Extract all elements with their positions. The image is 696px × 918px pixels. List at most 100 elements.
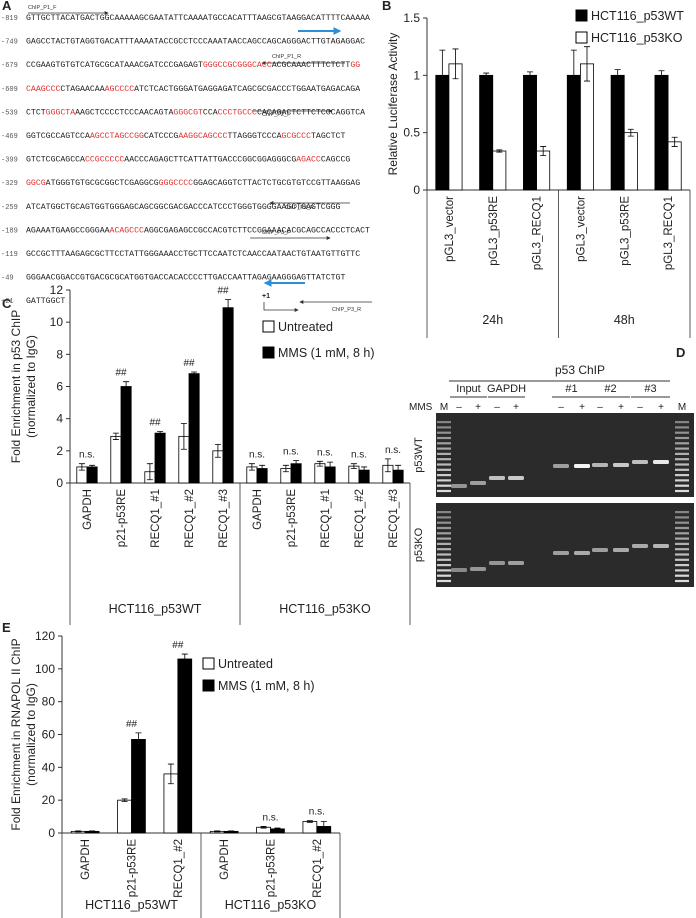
ladder-band	[675, 542, 689, 545]
significance-label: n.s.	[309, 807, 325, 818]
gel-band	[632, 460, 648, 464]
bar	[188, 373, 200, 484]
sequence-segment: CCA	[203, 108, 218, 117]
gel-row-label: p53WT	[413, 437, 425, 473]
sequence-segment: ACAGCCC	[110, 226, 144, 235]
sequence-position: -679	[1, 62, 18, 70]
error-bar	[135, 732, 142, 747]
primer-label: ChIP_P1_F	[28, 5, 57, 11]
y-tick-label: 10	[50, 315, 64, 329]
error-bar	[671, 136, 678, 147]
error-bar	[123, 381, 130, 392]
sequence-segment: TTAGGGTCCCA	[227, 132, 281, 141]
error-bar	[327, 461, 334, 473]
x-tick-label: GAPDH	[80, 839, 92, 880]
gel-band	[451, 484, 467, 488]
sequence-segment: GTTGCTTACATGACTGGCAAAAAGCGAATATTCAAAATGC…	[26, 14, 370, 23]
bar	[131, 739, 146, 834]
significance-label: n.s.	[385, 445, 401, 456]
ladder-band	[675, 532, 689, 535]
ladder-band	[437, 511, 451, 514]
group-label: HCT116_p53WT	[85, 898, 178, 912]
sequence-segment: CATCCCG	[144, 132, 178, 141]
error-bar	[259, 464, 266, 473]
sequence-position: -49	[1, 275, 14, 283]
sequence-segment: CAAGCCC	[26, 85, 60, 94]
lane-label: GAPDH	[487, 383, 526, 395]
legend-label: Untreated	[218, 657, 273, 671]
y-tick-label: 0	[413, 183, 420, 197]
bar	[523, 74, 537, 191]
x-tick-label: RECQ1_#2	[184, 489, 196, 548]
ladder-band	[675, 558, 689, 561]
significance-label: n.s.	[351, 450, 367, 461]
legend-swatch	[262, 320, 275, 333]
sequence-segment: GGCG	[26, 179, 46, 188]
error-bar	[157, 431, 164, 436]
ladder-band	[675, 474, 689, 477]
sequence-position: -749	[1, 39, 18, 47]
sequence-position: -539	[1, 109, 18, 117]
ladder-band	[437, 537, 451, 540]
ladder-band	[437, 569, 451, 572]
significance-label: n.s.	[317, 447, 333, 458]
sequence-segment: CTCT	[26, 108, 46, 117]
y-tick-label: 1	[413, 68, 420, 82]
sequence-position: -259	[1, 204, 18, 212]
y-tick-label: 0.5	[403, 126, 420, 140]
sequence-segment: GGGCGT	[173, 108, 203, 117]
error-bar	[583, 46, 590, 82]
panel-label: B	[382, 0, 391, 13]
marker-label: M	[440, 402, 448, 413]
gel-band	[653, 544, 669, 548]
y-tick-label: 100	[35, 662, 55, 676]
error-bar	[228, 830, 235, 833]
error-bar	[181, 653, 188, 665]
x-tick-label: RECQ1_#2	[173, 839, 185, 898]
bar	[536, 150, 551, 191]
ladder-band	[437, 426, 451, 429]
significance-label: ##	[217, 286, 229, 297]
x-tick-label: GAPDH	[82, 489, 94, 530]
y-tick-label: 120	[35, 629, 55, 643]
sequence-segment: ATCATGGCTGCAGTGGTGGGAGCAGCGGCGACGACCCATC…	[26, 203, 341, 212]
ladder-band	[675, 426, 689, 429]
error-bar	[146, 463, 153, 481]
tss-label: +1	[262, 293, 270, 300]
ladder-band	[437, 579, 451, 583]
sequence-segment: AGGCGAGAGCCGCCACGTCTTCCGGAAACACGCAGCCACC…	[144, 226, 370, 235]
ladder-band	[437, 463, 451, 466]
error-bar	[316, 460, 323, 467]
gel-band	[489, 476, 505, 480]
sequence-line: GTTGCTTACATGACTGGCAAAAAGCGAATATTCAAAATGC…	[26, 14, 370, 23]
error-bar	[78, 463, 85, 471]
error-bar	[191, 371, 198, 376]
significance-label: ##	[126, 719, 138, 730]
treatment-sign: +	[475, 402, 481, 413]
ladder-band	[675, 452, 689, 455]
error-bar	[293, 460, 300, 468]
sequence-segment: GGAGCAGGTCTTACTCTGCGTGTCCGTTAAGGAG	[193, 179, 360, 188]
panel-label: A	[2, 0, 12, 13]
ladder-band	[675, 564, 689, 567]
ladder-band	[437, 431, 451, 434]
ladder-band	[437, 458, 451, 461]
lane-label: Input	[456, 383, 480, 395]
ladder-band	[437, 468, 451, 471]
x-tick-label: RECQ1_#2	[354, 489, 366, 548]
significance-label: ##	[149, 418, 161, 429]
legend-label: MMS (1 mM, 8 h)	[218, 679, 315, 693]
tss-arrow	[263, 302, 299, 312]
gel-title: p53 ChIP	[555, 363, 605, 377]
primer-label: ChIP_P2_F	[262, 112, 291, 118]
ladder-band	[675, 463, 689, 466]
sequence-line: GATTGGCT	[26, 297, 65, 306]
sequence-segment: GG	[350, 61, 360, 70]
treatment-sign: +	[513, 402, 519, 413]
x-tick-label: RECQ1_#1	[150, 489, 162, 548]
sequence-line: AGAAATGAAGCCGGGAAACAGCCCAGGCGAGAGCCGCCAC…	[26, 226, 370, 235]
error-bar	[627, 128, 634, 137]
panel-label: E	[2, 620, 11, 635]
ladder-band	[675, 479, 689, 482]
bar	[177, 658, 193, 834]
